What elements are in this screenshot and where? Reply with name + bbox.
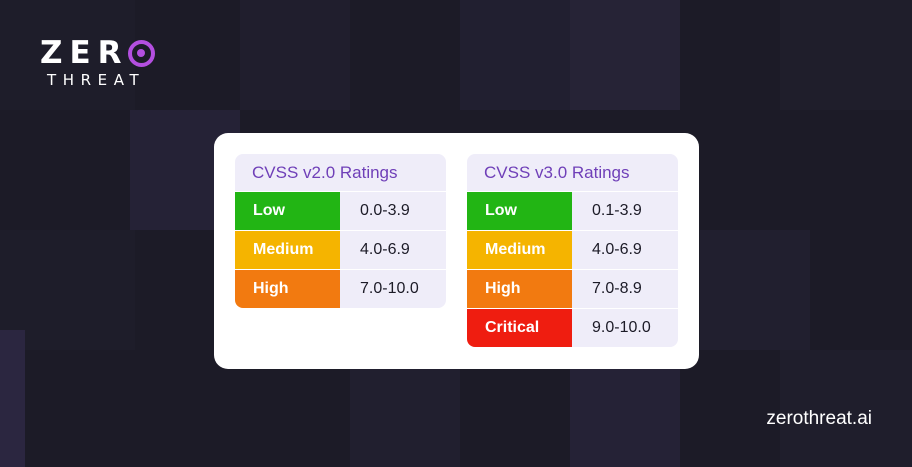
severity-label: Low xyxy=(235,192,340,230)
score-range: 4.0-6.9 xyxy=(572,231,678,269)
table-row: Medium 4.0-6.9 xyxy=(235,231,446,269)
table-title: CVSS v3.0 Ratings xyxy=(467,154,678,191)
table-row: High 7.0-8.9 xyxy=(467,270,678,308)
severity-label: Low xyxy=(467,192,572,230)
cvss-ratings-card: CVSS v2.0 Ratings Low 0.0-3.9 Medium 4.0… xyxy=(214,133,699,369)
severity-label: Medium xyxy=(467,231,572,269)
score-range: 7.0-10.0 xyxy=(340,270,446,308)
website-url: zerothreat.ai xyxy=(766,408,872,429)
score-range: 9.0-10.0 xyxy=(572,309,678,347)
severity-label: High xyxy=(235,270,340,308)
zerothreat-logo: ZER THREAT xyxy=(40,38,180,90)
severity-label: Critical xyxy=(467,309,572,347)
table-title: CVSS v2.0 Ratings xyxy=(235,154,446,191)
table-row: Low 0.0-3.9 xyxy=(235,192,446,230)
score-range: 7.0-8.9 xyxy=(572,270,678,308)
score-range: 0.1-3.9 xyxy=(572,192,678,230)
severity-label: Medium xyxy=(235,231,340,269)
table-row: Low 0.1-3.9 xyxy=(467,192,678,230)
severity-label: High xyxy=(467,270,572,308)
table-row: High 7.0-10.0 xyxy=(235,270,446,308)
table-row: Critical 9.0-10.0 xyxy=(467,309,678,347)
logo-o-ring-icon xyxy=(127,39,155,67)
score-range: 4.0-6.9 xyxy=(340,231,446,269)
cvss-v3-table: CVSS v3.0 Ratings Low 0.1-3.9 Medium 4.0… xyxy=(467,154,678,347)
cvss-v2-table: CVSS v2.0 Ratings Low 0.0-3.9 Medium 4.0… xyxy=(235,154,446,308)
table-row: Medium 4.0-6.9 xyxy=(467,231,678,269)
score-range: 0.0-3.9 xyxy=(340,192,446,230)
